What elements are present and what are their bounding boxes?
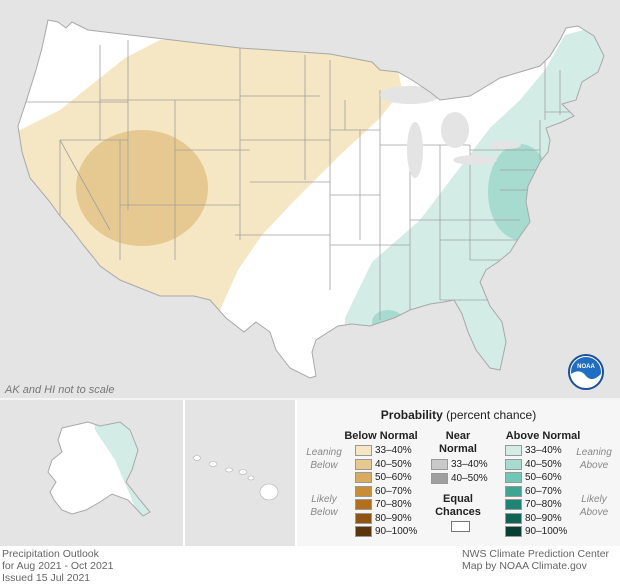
conus-outlook-map bbox=[0, 0, 620, 398]
credit-line-2: Map by NOAA Climate.gov bbox=[462, 560, 587, 572]
above-row-label: 70–80% bbox=[525, 499, 562, 511]
below-row-swatch bbox=[355, 512, 372, 524]
above-row-label: 33–40% bbox=[525, 445, 562, 457]
leaning-below-label: Leaning Below bbox=[306, 447, 342, 471]
above-row-row: 40–50% bbox=[505, 458, 562, 470]
above-row-swatch bbox=[505, 472, 522, 483]
above-row-swatch bbox=[505, 445, 522, 456]
below-row-label: 40–50% bbox=[375, 458, 412, 470]
above-row-row: 80–90% bbox=[505, 512, 562, 524]
below-row-swatch bbox=[355, 499, 372, 510]
below-row-label: 90–100% bbox=[375, 526, 418, 538]
below-row-swatch bbox=[355, 445, 372, 456]
noaa-logo: NOAA bbox=[568, 354, 604, 390]
above-row-row: 60–70% bbox=[505, 485, 562, 497]
credit-line-1: NWS Climate Prediction Center bbox=[462, 548, 610, 560]
near-normal-header-2: Normal bbox=[439, 443, 477, 455]
below-row-row: 80–90% bbox=[355, 512, 412, 524]
near-row-row: 33–40% bbox=[431, 459, 488, 470]
legend-panel: Probability (percent chance) Below Norma… bbox=[297, 400, 620, 546]
above-row-row: 50–60% bbox=[505, 472, 562, 483]
legend-title: Probability (percent chance) bbox=[380, 408, 537, 422]
likely-above-label: Likely Above bbox=[579, 494, 609, 518]
divider bbox=[0, 398, 620, 400]
equal-chances-swatch bbox=[451, 521, 470, 532]
below-40-50-region bbox=[76, 130, 208, 246]
above-row-swatch bbox=[505, 512, 522, 524]
above-row-label: 90–100% bbox=[525, 526, 568, 538]
near-row-swatch bbox=[431, 459, 448, 470]
below-row-swatch bbox=[355, 472, 372, 483]
below-row-row: 40–50% bbox=[355, 458, 412, 470]
great-lakes bbox=[380, 86, 521, 178]
below-row-swatch bbox=[355, 526, 372, 537]
near-row-row: 40–50% bbox=[431, 472, 488, 484]
above-row-label: 80–90% bbox=[525, 512, 562, 524]
above-normal-header: Above Normal bbox=[505, 430, 581, 442]
above-row-swatch bbox=[505, 458, 522, 470]
above-row-label: 40–50% bbox=[525, 458, 562, 470]
near-row-label: 33–40% bbox=[451, 459, 488, 471]
above-40-50-region-gulf bbox=[372, 310, 404, 334]
equal-chances-label-1: Equal bbox=[443, 493, 473, 505]
outlook-caption: Precipitation Outlook for Aug 2021 - Oct… bbox=[2, 548, 114, 584]
hawaii-inset bbox=[185, 400, 295, 546]
near-row-label: 40–50% bbox=[451, 472, 488, 484]
below-row-label: 80–90% bbox=[375, 512, 412, 524]
above-row-swatch bbox=[505, 485, 522, 497]
above-row-row: 90–100% bbox=[505, 526, 567, 537]
scale-note: AK and HI not to scale bbox=[5, 384, 115, 396]
alaska-inset bbox=[0, 400, 183, 546]
below-row-row: 90–100% bbox=[355, 526, 417, 537]
noaa-logo-text: NOAA bbox=[577, 364, 595, 370]
above-row-swatch bbox=[505, 526, 522, 537]
below-row-label: 33–40% bbox=[375, 445, 412, 457]
above-row-row: 70–80% bbox=[505, 499, 562, 510]
below-normal-header: Below Normal bbox=[344, 430, 418, 442]
above-row-swatch bbox=[505, 499, 522, 510]
conus-map-svg bbox=[17, 19, 605, 379]
equal-chances-label-2: Chances bbox=[435, 506, 481, 518]
above-row-label: 60–70% bbox=[525, 485, 562, 497]
below-row-swatch bbox=[355, 485, 372, 497]
below-row-row: 33–40% bbox=[355, 445, 412, 456]
below-row-label: 60–70% bbox=[375, 485, 412, 497]
leaning-above-label: Leaning Above bbox=[576, 447, 612, 471]
caption-line-2: for Aug 2021 - Oct 2021 bbox=[2, 560, 114, 572]
below-row-row: 60–70% bbox=[355, 485, 412, 497]
near-normal-header-1: Near bbox=[445, 430, 471, 442]
near-row-swatch bbox=[431, 472, 448, 484]
above-row-label: 50–60% bbox=[525, 472, 562, 484]
below-row-row: 70–80% bbox=[355, 499, 412, 510]
below-row-label: 70–80% bbox=[375, 499, 412, 511]
caption-line-1: Precipitation Outlook bbox=[2, 548, 99, 560]
hawaii-islands bbox=[193, 455, 279, 501]
caption-line-3: Issued 15 Jul 2021 bbox=[2, 572, 91, 584]
credit-caption: NWS Climate Prediction Center Map by NOA… bbox=[462, 548, 609, 572]
below-row-swatch bbox=[355, 458, 372, 470]
above-row-row: 33–40% bbox=[505, 445, 562, 456]
likely-below-label: Likely Below bbox=[310, 494, 338, 518]
below-row-label: 50–60% bbox=[375, 472, 412, 484]
below-row-row: 50–60% bbox=[355, 472, 412, 483]
